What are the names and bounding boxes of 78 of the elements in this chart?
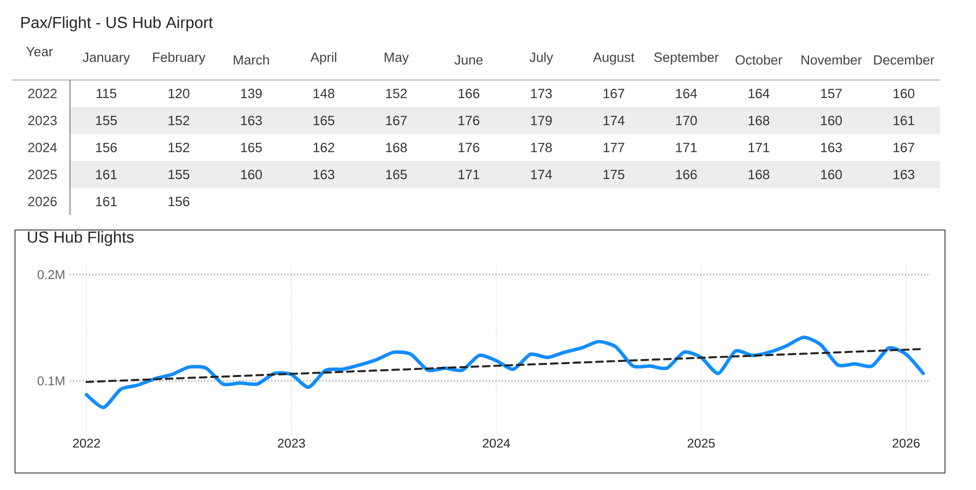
- data-label: 178: [531, 142, 552, 152]
- data-label: 160: [894, 88, 914, 98]
- y-axis-title: Year: [26, 46, 53, 56]
- data-label: 179: [531, 116, 552, 126]
- data-label: 168: [386, 142, 407, 152]
- data-label: 174: [531, 170, 552, 180]
- y-tick-label: 2023: [28, 116, 57, 126]
- data-label: 161: [96, 196, 117, 206]
- data-label: 120: [168, 88, 190, 98]
- data-label: 160: [821, 116, 842, 126]
- y-tick-label: 2022: [28, 88, 57, 98]
- x-tick-label: 2022: [73, 438, 100, 448]
- data-label: 155: [96, 116, 117, 126]
- data-label: 167: [604, 88, 624, 98]
- data-label: 171: [748, 142, 770, 152]
- data-label: 174: [604, 116, 624, 126]
- data-label: 148: [314, 88, 334, 98]
- data-label: 168: [748, 170, 770, 180]
- x-tick-label: February: [153, 52, 206, 65]
- x-tick-label: 2026: [892, 438, 920, 448]
- data-label: 171: [676, 142, 697, 152]
- data-label: 167: [386, 116, 407, 126]
- y-tick-label: 0.2M: [38, 270, 64, 280]
- data-label: 157: [821, 88, 842, 98]
- data-label: 164: [748, 88, 770, 98]
- data-label: 160: [821, 170, 842, 180]
- x-tick-label: January: [82, 52, 130, 65]
- data-label: 163: [821, 142, 842, 152]
- data-label: 163: [314, 170, 334, 180]
- y-tick-label: 2025: [28, 170, 57, 180]
- x-tick-label: November: [802, 54, 862, 65]
- y-tick-label: 2026: [28, 196, 57, 206]
- y-tick-label: 0.1M: [38, 376, 64, 386]
- data-label: 163: [241, 116, 262, 126]
- data-label: 160: [241, 170, 262, 180]
- x-tick-label: December: [874, 54, 934, 65]
- x-tick-label: 2023: [278, 438, 305, 448]
- line-series: [84, 336, 925, 410]
- data-label: 165: [241, 142, 262, 152]
- x-tick-label: September: [654, 52, 719, 65]
- y-tick-label: 2024: [28, 142, 57, 152]
- x-tick-label: August: [593, 52, 634, 65]
- x-tick-label: April: [310, 52, 336, 65]
- data-label: 177: [604, 142, 624, 152]
- chart-title: Pax/Flight - US Hub Airport: [21, 16, 213, 32]
- data-label: 155: [168, 170, 190, 180]
- chart-title: US Hub Flights: [28, 231, 134, 246]
- x-tick-label: 2024: [482, 438, 510, 448]
- data-label: 166: [458, 88, 480, 98]
- x-tick-label: May: [384, 52, 409, 65]
- x-tick-label: March: [234, 54, 269, 65]
- data-label: 167: [894, 142, 914, 152]
- data-label: 166: [676, 170, 697, 180]
- data-label: 152: [168, 116, 190, 126]
- data-label: 139: [241, 88, 262, 98]
- data-label: 176: [458, 116, 480, 126]
- data-label: 175: [604, 170, 624, 180]
- data-label: 162: [314, 142, 334, 152]
- x-tick-label: 2025: [688, 438, 715, 448]
- data-label: 152: [168, 142, 190, 152]
- data-label: 176: [458, 142, 480, 152]
- data-label: 152: [386, 88, 407, 98]
- data-label: 163: [894, 170, 914, 180]
- x-tick-label: July: [530, 52, 554, 65]
- data-label: 165: [314, 116, 334, 126]
- data-label: 165: [386, 170, 407, 180]
- data-label: 170: [676, 116, 697, 126]
- data-label: 168: [748, 116, 770, 126]
- x-tick-label: June: [454, 55, 483, 65]
- data-label: 115: [96, 88, 116, 98]
- data-label: 164: [676, 88, 697, 98]
- data-label: 156: [168, 196, 190, 206]
- data-label: 173: [531, 88, 552, 98]
- data-label: 161: [894, 116, 914, 126]
- data-label: 171: [458, 170, 480, 180]
- data-label: 161: [96, 170, 117, 180]
- data-label: 156: [96, 142, 117, 152]
- x-tick-label: October: [736, 54, 782, 65]
